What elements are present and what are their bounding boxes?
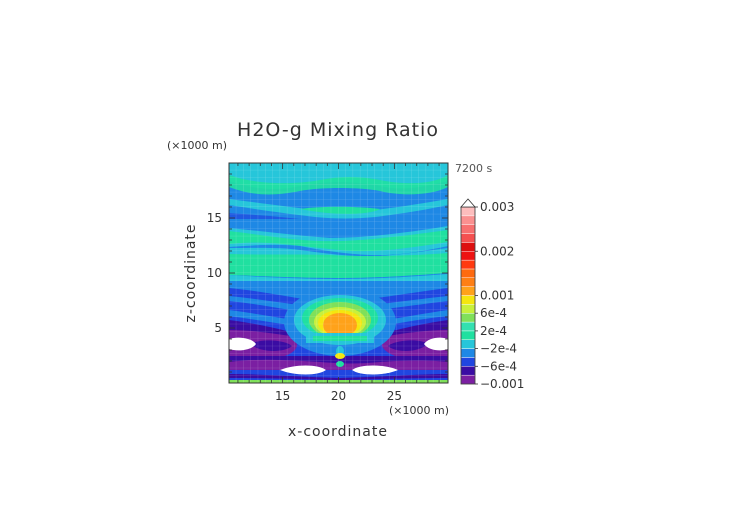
colorbar-swatch <box>460 321 476 332</box>
axis-tick-labels: 15 20 25 5 10 15 <box>207 211 402 403</box>
colorbar-overflow-arrow <box>460 198 476 208</box>
colorbar-swatch <box>460 313 476 323</box>
x-unit-label: (×1000 m) <box>389 404 449 417</box>
colorbar-swatch <box>460 268 476 279</box>
colorbar-tick-label: 0.003 <box>480 200 514 214</box>
colorbar-tick-label: 2e-4 <box>480 324 507 338</box>
colorbar-swatch <box>460 233 476 243</box>
x-tick-label: 15 <box>275 389 290 403</box>
y-unit-label: (×1000 m) <box>167 139 227 152</box>
x-tick-label: 25 <box>387 389 402 403</box>
colorbar-swatch <box>460 215 476 225</box>
y-tick-label: 15 <box>207 211 222 225</box>
colorbar-swatch <box>460 224 476 234</box>
colorbar-swatch <box>460 259 476 270</box>
y-axis-label: z-coordinate <box>183 223 199 322</box>
colorbar-swatch <box>460 251 476 261</box>
colorbar-swatch <box>460 374 476 385</box>
colorbar-swatch <box>460 357 476 367</box>
colorbar <box>460 198 476 385</box>
colorbar-tick-label: 6e-4 <box>480 306 507 320</box>
colorbar-labels: 0.003 0.002 0.001 6e-4 2e-4 −2e-4 −6e-4 −0.001 <box>475 200 524 391</box>
y-tick-label: 10 <box>207 266 222 280</box>
heatmap-field <box>229 163 448 383</box>
colorbar-tick-label: −2e-4 <box>480 342 517 356</box>
colorbar-swatch <box>460 206 476 217</box>
colorbar-swatch <box>460 339 476 349</box>
chart-title: H2O-g Mixing Ratio <box>237 119 439 141</box>
x-axis-label: x-coordinate <box>288 424 388 440</box>
colorbar-swatch <box>460 295 476 305</box>
axis-ticks <box>229 163 448 383</box>
colorbar-swatch <box>460 242 476 252</box>
colorbar-swatch <box>460 304 476 314</box>
y-tick-label: 5 <box>214 321 222 335</box>
colorbar-tick-label: −6e-4 <box>480 359 517 373</box>
colorbar-tick-label: 0.002 <box>480 244 514 258</box>
colorbar-swatch <box>460 348 476 358</box>
colorbar-swatch <box>460 330 476 340</box>
time-label: 7200 s <box>455 162 492 175</box>
colorbar-tick-label: 0.001 <box>480 289 514 303</box>
colorbar-swatch <box>460 366 476 376</box>
colorbar-swatch <box>460 286 476 296</box>
colorbar-swatch <box>460 277 476 287</box>
colorbar-tick-label: −0.001 <box>480 377 524 391</box>
x-tick-label: 20 <box>331 389 346 403</box>
